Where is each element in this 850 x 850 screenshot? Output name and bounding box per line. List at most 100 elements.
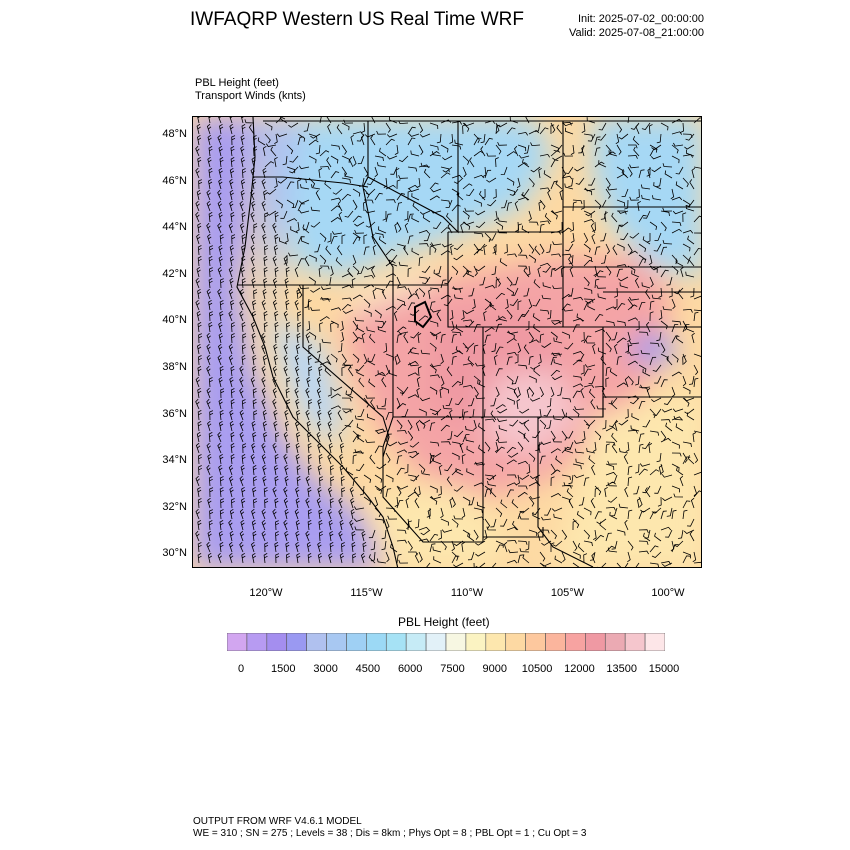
wind-barb bbox=[253, 146, 258, 157]
wind-barb bbox=[429, 441, 440, 447]
wind-barb bbox=[420, 162, 431, 168]
wind-barb bbox=[319, 117, 322, 124]
wind-barb bbox=[495, 316, 506, 322]
wind-barb bbox=[229, 117, 233, 124]
lat-tick-label: 38°N bbox=[162, 361, 187, 373]
wind-barb bbox=[480, 146, 486, 157]
wind-barb bbox=[352, 188, 361, 197]
map-panel[interactable] bbox=[192, 116, 702, 568]
wind-barb bbox=[263, 553, 268, 564]
wind-barb bbox=[631, 270, 640, 278]
wind-barb bbox=[550, 150, 561, 157]
wind-barb bbox=[286, 218, 298, 223]
wind-barb bbox=[349, 486, 354, 498]
wind-barb bbox=[550, 253, 561, 258]
wind-barb bbox=[658, 287, 663, 298]
wind-barb bbox=[660, 320, 668, 330]
wind-barb bbox=[627, 304, 638, 311]
wind-barb bbox=[693, 452, 699, 463]
wind-barb bbox=[664, 170, 673, 179]
wind-barb bbox=[296, 289, 301, 300]
wind-barb bbox=[683, 397, 695, 402]
wind-barb bbox=[442, 166, 453, 173]
wind-barb bbox=[693, 117, 701, 124]
wind-barb bbox=[594, 246, 601, 256]
wind-barb bbox=[624, 408, 629, 419]
wind-barb bbox=[411, 193, 420, 201]
wind-barb bbox=[251, 552, 257, 564]
wind-barb bbox=[506, 351, 518, 356]
wind-barb bbox=[617, 210, 627, 215]
wind-barb bbox=[197, 245, 202, 256]
wind-barb bbox=[547, 189, 552, 201]
wind-barb bbox=[440, 540, 447, 551]
wind-barb bbox=[550, 529, 557, 540]
wind-barb bbox=[660, 269, 669, 278]
wind-barb bbox=[429, 496, 438, 505]
wind-barb bbox=[561, 175, 573, 180]
wind-barb bbox=[522, 554, 530, 564]
wind-barb bbox=[601, 254, 607, 264]
wind-barb bbox=[415, 420, 420, 432]
wind-barb bbox=[251, 200, 256, 212]
wind-barb bbox=[495, 368, 503, 377]
wind-barb bbox=[275, 520, 280, 531]
wind-barb bbox=[523, 421, 530, 432]
wind-barb bbox=[475, 395, 486, 400]
wind-barb bbox=[592, 441, 597, 452]
wind-barb bbox=[517, 491, 528, 498]
wind-barb bbox=[330, 322, 334, 333]
wind-barb bbox=[308, 331, 317, 340]
wind-barb bbox=[572, 540, 578, 551]
wind-barb bbox=[374, 428, 386, 433]
wind-barb bbox=[217, 222, 222, 234]
wind-barb bbox=[206, 222, 211, 234]
wind-barb bbox=[219, 410, 224, 421]
wind-barb bbox=[239, 420, 244, 432]
wind-barb bbox=[351, 531, 356, 542]
wind-barb bbox=[350, 497, 355, 509]
wind-barb bbox=[230, 146, 235, 157]
wind-barb bbox=[195, 200, 200, 212]
wind-barb bbox=[419, 133, 431, 138]
wind-barb bbox=[497, 439, 508, 443]
wind-barb bbox=[518, 485, 528, 490]
wind-barb bbox=[272, 255, 277, 267]
wind-barb bbox=[460, 222, 464, 234]
wind-barb bbox=[283, 453, 288, 465]
wind-barb bbox=[625, 441, 630, 452]
wind-barb bbox=[682, 397, 690, 407]
wind-barb bbox=[671, 265, 679, 275]
wind-barb bbox=[506, 446, 516, 454]
colorbar-tick-label: 12000 bbox=[564, 663, 595, 675]
wind-barb bbox=[638, 550, 649, 555]
wind-barb bbox=[449, 309, 454, 320]
wind-barb bbox=[263, 487, 268, 498]
wind-barb bbox=[462, 124, 467, 135]
wind-barb bbox=[261, 178, 266, 190]
wind-barb bbox=[475, 265, 486, 272]
wind-barb bbox=[572, 359, 583, 366]
wind-barb bbox=[671, 353, 679, 363]
wind-barb bbox=[352, 454, 357, 465]
wind-barb bbox=[417, 333, 422, 344]
wind-barb bbox=[473, 482, 485, 487]
wind-barb bbox=[283, 343, 288, 355]
wind-barb bbox=[495, 124, 501, 135]
wind-barb bbox=[651, 144, 662, 151]
wind-barb bbox=[660, 342, 666, 353]
wind-barb bbox=[611, 432, 618, 443]
wind-barb bbox=[239, 508, 245, 520]
wind-barb bbox=[624, 562, 629, 567]
wind-barb bbox=[552, 285, 563, 290]
wind-barb bbox=[583, 232, 589, 243]
wind-barb bbox=[490, 518, 497, 528]
wind-barb bbox=[364, 265, 376, 270]
wind-barb bbox=[449, 409, 453, 421]
wind-barb bbox=[398, 559, 409, 564]
wind-barb bbox=[570, 232, 575, 243]
wind-barb bbox=[467, 397, 475, 407]
colorbar bbox=[226, 632, 666, 656]
wind-barb bbox=[514, 145, 519, 157]
wind-barb bbox=[686, 325, 695, 333]
